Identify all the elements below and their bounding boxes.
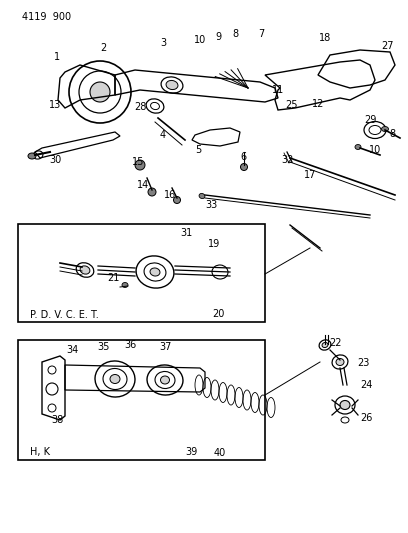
Text: 3: 3: [160, 38, 166, 48]
Text: 32: 32: [282, 155, 294, 165]
Text: 4119  900: 4119 900: [22, 12, 71, 22]
Text: 16: 16: [164, 190, 176, 200]
Text: 14: 14: [137, 180, 149, 190]
Text: 29: 29: [364, 115, 376, 125]
Ellipse shape: [122, 282, 128, 287]
Text: 40: 40: [214, 448, 226, 458]
Text: 23: 23: [357, 358, 369, 368]
Text: 4: 4: [160, 130, 166, 140]
Text: 27: 27: [382, 41, 394, 51]
Text: 37: 37: [159, 342, 171, 352]
Ellipse shape: [336, 359, 344, 366]
Ellipse shape: [240, 164, 248, 171]
Text: 11: 11: [272, 85, 284, 95]
Text: 35: 35: [98, 342, 110, 352]
Ellipse shape: [173, 197, 180, 204]
Text: 6: 6: [240, 152, 246, 162]
Text: 15: 15: [132, 157, 144, 167]
Text: P. D. V. C. E. T.: P. D. V. C. E. T.: [30, 310, 99, 320]
Ellipse shape: [28, 153, 36, 159]
Ellipse shape: [150, 268, 160, 276]
Ellipse shape: [166, 80, 178, 90]
Ellipse shape: [135, 160, 145, 170]
Text: 30: 30: [49, 155, 61, 165]
Text: 13: 13: [49, 100, 61, 110]
Ellipse shape: [355, 144, 361, 149]
Ellipse shape: [90, 82, 110, 102]
Text: 28: 28: [134, 102, 146, 112]
Text: H, K: H, K: [30, 447, 50, 457]
Text: 34: 34: [66, 345, 78, 355]
Ellipse shape: [199, 193, 205, 199]
Ellipse shape: [160, 376, 169, 384]
Text: 38: 38: [51, 415, 63, 425]
Text: 17: 17: [304, 170, 316, 180]
Text: 1: 1: [54, 52, 60, 62]
Text: 2: 2: [100, 43, 106, 53]
Text: 20: 20: [212, 309, 224, 319]
Text: 7: 7: [258, 29, 264, 39]
Ellipse shape: [148, 188, 156, 196]
Text: 26: 26: [360, 413, 372, 423]
Text: 18: 18: [319, 33, 331, 43]
Text: 10: 10: [369, 145, 381, 155]
Text: 19: 19: [208, 239, 220, 249]
Bar: [18, 340, 265, 460]
Text: 36: 36: [124, 340, 136, 350]
Ellipse shape: [340, 400, 350, 409]
Text: 21: 21: [107, 273, 119, 283]
Text: 8: 8: [389, 129, 395, 139]
Text: 5: 5: [195, 145, 201, 155]
Text: 24: 24: [360, 380, 372, 390]
Ellipse shape: [110, 375, 120, 384]
Ellipse shape: [80, 266, 90, 274]
Bar: [18, 224, 265, 322]
Text: 9: 9: [215, 32, 221, 42]
Text: 10: 10: [194, 35, 206, 45]
Ellipse shape: [322, 342, 328, 348]
Text: 12: 12: [312, 99, 324, 109]
Text: 8: 8: [232, 29, 238, 39]
Text: 22: 22: [329, 338, 341, 348]
Text: 25: 25: [286, 100, 298, 110]
Text: 39: 39: [185, 447, 197, 457]
Text: 31: 31: [180, 228, 192, 238]
Text: 33: 33: [205, 200, 217, 210]
Ellipse shape: [381, 126, 388, 132]
